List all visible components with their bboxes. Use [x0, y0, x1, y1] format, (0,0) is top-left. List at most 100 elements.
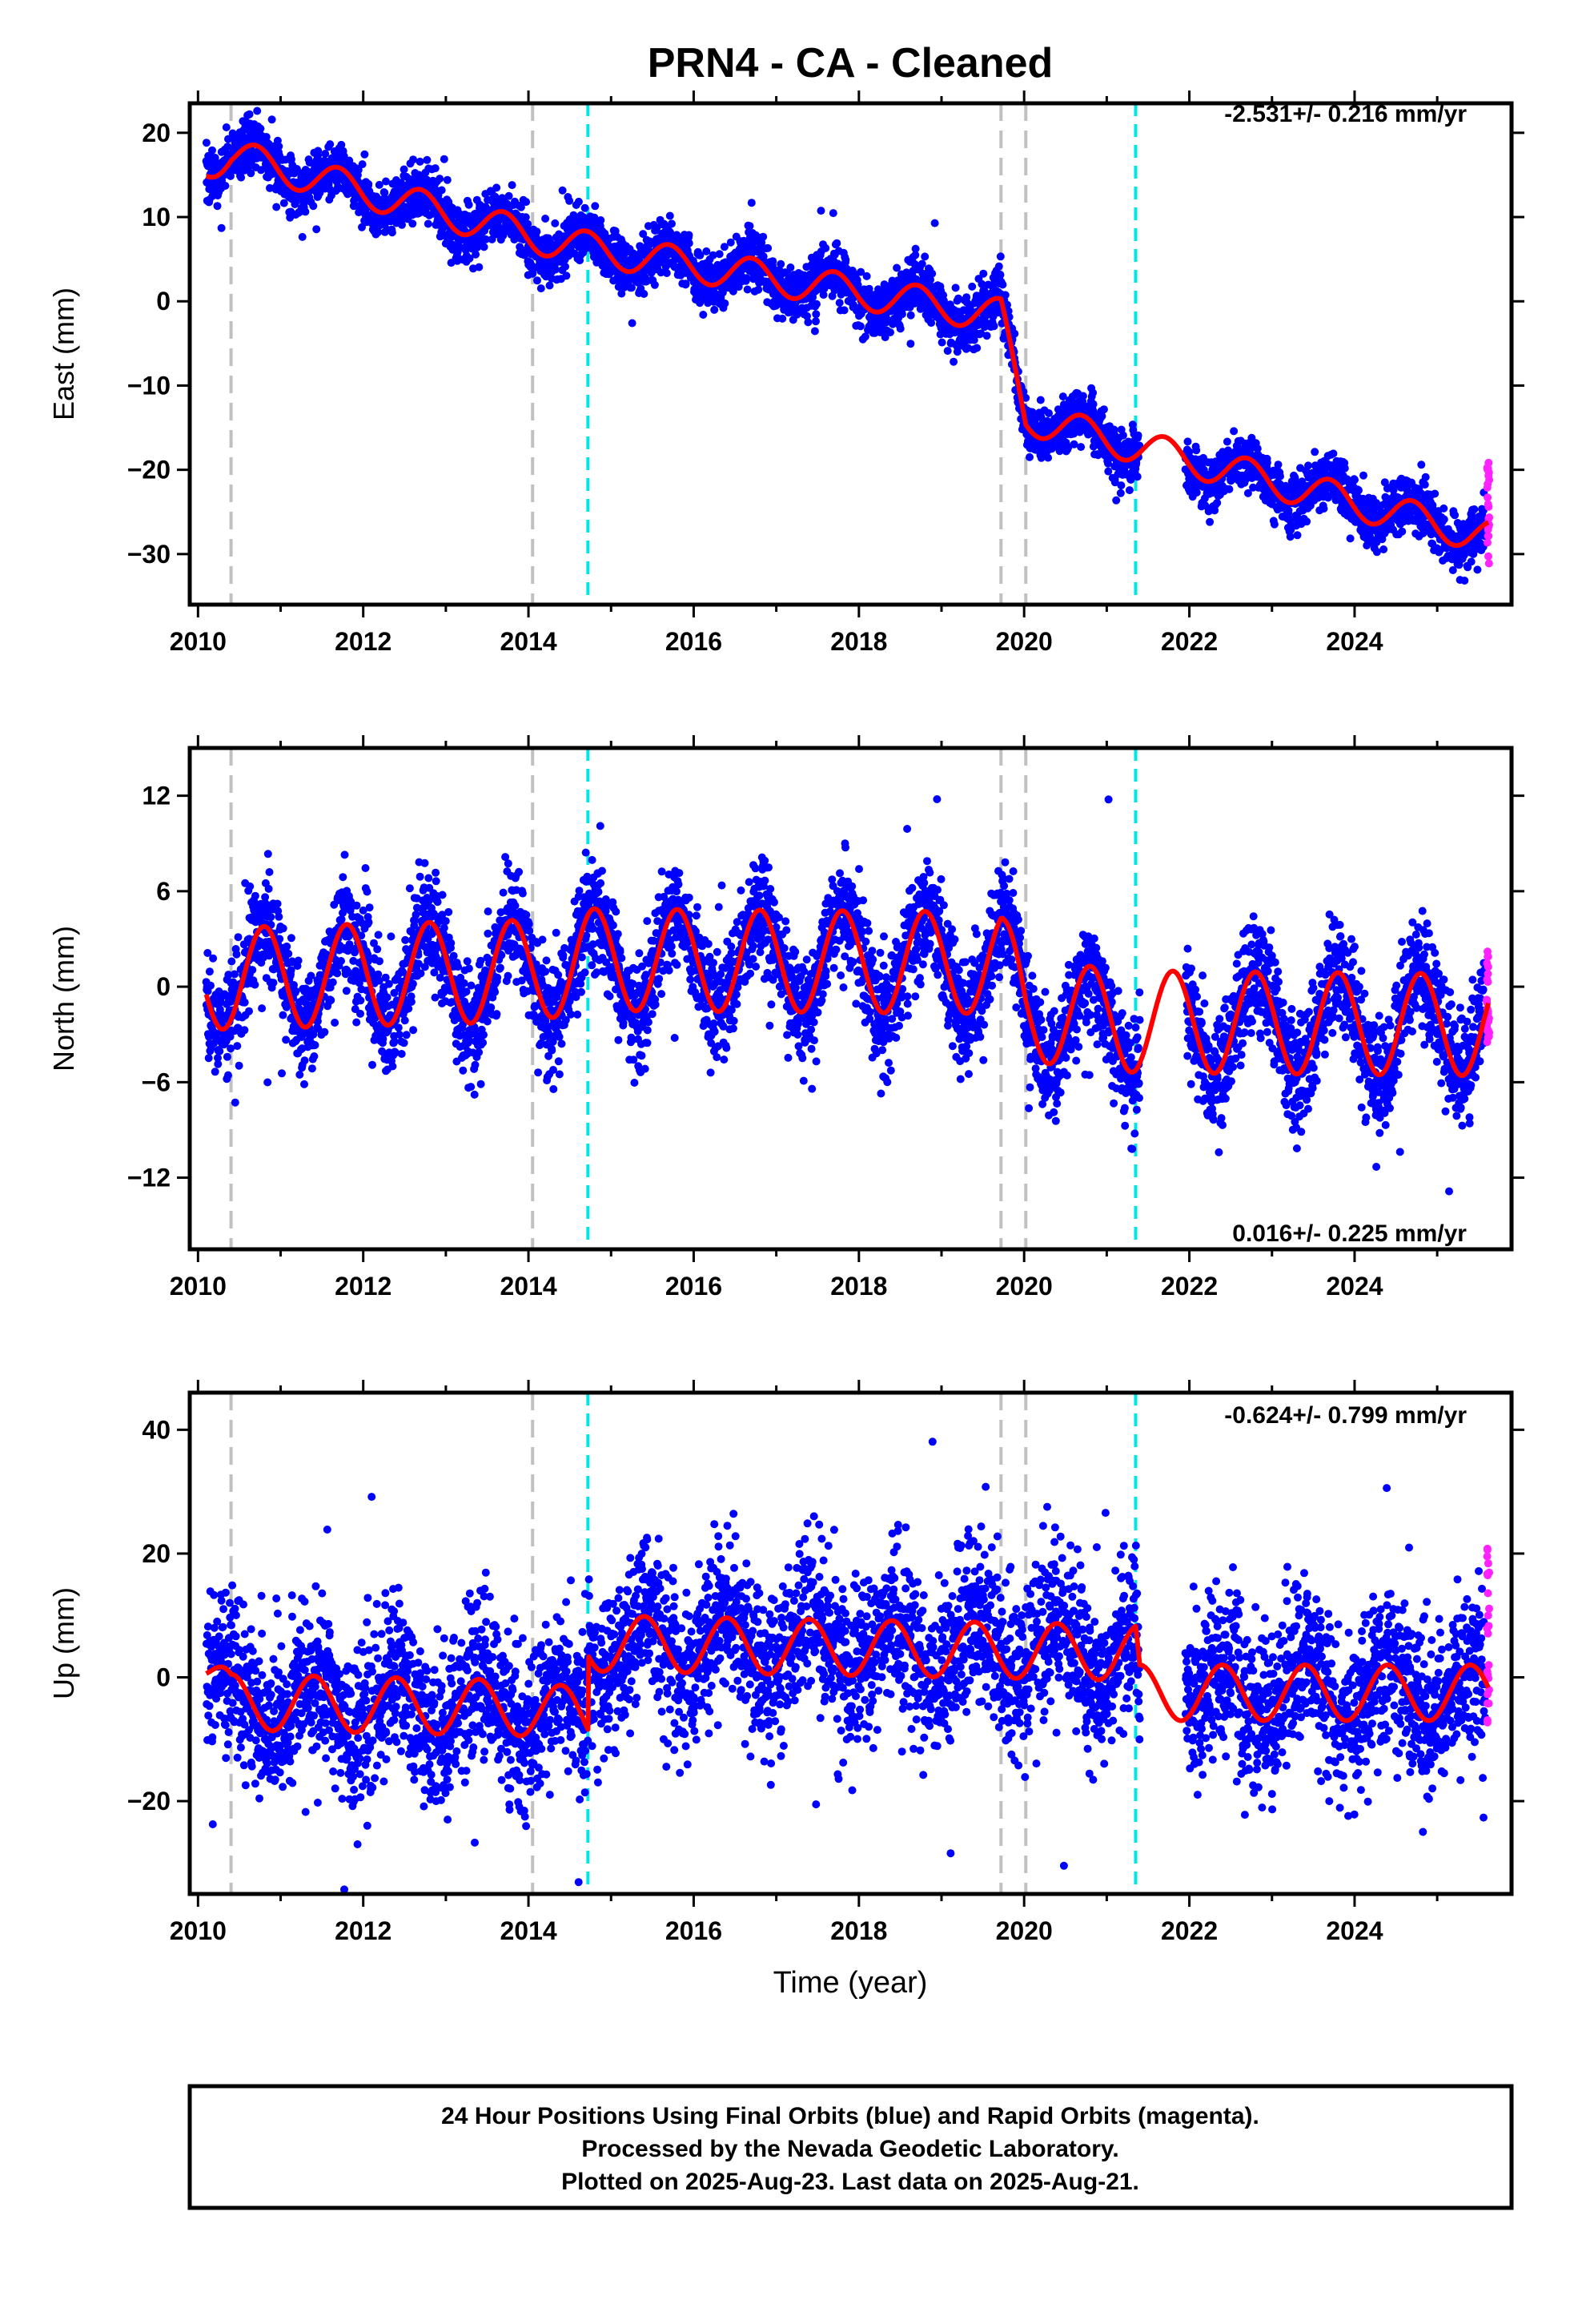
east-point [528, 269, 537, 278]
east-point [475, 263, 484, 271]
north-point [231, 1098, 239, 1107]
east-point [628, 319, 636, 328]
east-point [1089, 388, 1098, 397]
east-point [803, 312, 811, 320]
east-point [1026, 452, 1034, 461]
east-point [1206, 517, 1215, 526]
east-point [1110, 425, 1118, 434]
east-point [745, 222, 754, 231]
east-rapid-point [1484, 502, 1493, 511]
east-point [374, 227, 383, 236]
north-point [207, 981, 215, 990]
east-point [275, 142, 283, 151]
east-point [565, 196, 574, 205]
east-point [1304, 461, 1312, 470]
east-point [253, 107, 262, 115]
east-point [742, 274, 751, 283]
east-point [1421, 472, 1430, 481]
east-point [237, 173, 246, 182]
east-point [436, 175, 444, 183]
east-point [628, 283, 636, 292]
east-point [358, 160, 367, 169]
east-point [861, 332, 869, 341]
east-point [833, 239, 841, 247]
east-point [1225, 485, 1234, 493]
east-point [769, 257, 777, 266]
east-point [764, 243, 773, 252]
east-point [1118, 431, 1127, 440]
east-point [821, 243, 830, 252]
east-point [558, 186, 567, 195]
east-y-axis-label: East (mm) [47, 287, 80, 420]
east-point [1346, 534, 1355, 543]
east-point [1417, 460, 1426, 469]
east-point [1036, 396, 1045, 404]
east-point [533, 276, 541, 285]
east-point [443, 175, 452, 184]
east-point [906, 311, 915, 320]
east-y-tick-label: 0 [156, 287, 171, 316]
east-point [994, 262, 1003, 271]
east-x-tick-label: 2012 [335, 627, 391, 656]
east-point [665, 211, 674, 220]
east-point [1192, 446, 1201, 455]
east-point [1089, 400, 1098, 408]
east-point [681, 279, 690, 288]
east-point [673, 234, 682, 243]
east-point [990, 322, 998, 331]
east-point [1473, 565, 1482, 574]
east-point [480, 243, 488, 251]
east-point [1470, 505, 1479, 513]
east-point [996, 252, 1005, 261]
east-point [812, 317, 820, 326]
east-point [221, 182, 230, 190]
east-point [1117, 481, 1126, 490]
east-y-tick-label: 10 [142, 203, 171, 231]
east-point [897, 310, 906, 319]
east-point [835, 299, 844, 308]
east-point [921, 252, 930, 261]
east-point [492, 183, 501, 192]
east-point [541, 215, 550, 223]
east-point [247, 169, 255, 178]
east-x-tick-label: 2014 [500, 627, 556, 656]
east-point [472, 250, 480, 259]
east-point [998, 280, 1007, 289]
east-point [1431, 489, 1439, 498]
east-point [596, 216, 605, 224]
east-point [213, 202, 222, 211]
east-point [710, 305, 719, 314]
east-point [911, 251, 920, 259]
east-point [1126, 476, 1135, 484]
east-point [222, 123, 231, 131]
east-rapid-point [1484, 538, 1492, 547]
east-point [1340, 464, 1349, 472]
east-point [668, 219, 676, 228]
east-point [685, 239, 693, 247]
east-point [886, 328, 894, 336]
east-point [640, 290, 648, 298]
east-point [314, 147, 323, 155]
east-y-tick-label: −20 [127, 456, 171, 485]
panels: 2010 2012 2014 2016 2018 2020 2022 2024−30−20−1… [47, 90, 1524, 1945]
north-point [211, 1068, 219, 1076]
east-point [1329, 449, 1338, 458]
east-point [938, 338, 946, 347]
east-x-tick-label: 2010 [170, 627, 227, 656]
east-point [226, 171, 235, 180]
east-point [721, 299, 729, 308]
east-point [1045, 409, 1053, 417]
east-point [917, 259, 926, 268]
east-point [382, 177, 390, 186]
east-point [1078, 392, 1087, 400]
east-point [1133, 472, 1142, 481]
east-point [580, 203, 589, 212]
east-point [1451, 511, 1460, 520]
east-point [973, 344, 982, 352]
east-point [516, 203, 525, 211]
east-point [551, 219, 560, 227]
east-point [720, 243, 729, 251]
east-point [358, 223, 366, 231]
